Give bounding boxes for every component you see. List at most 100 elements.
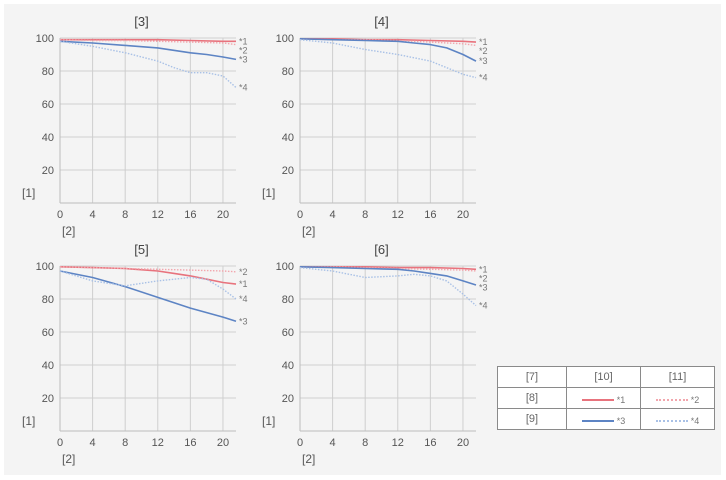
x-tick-label: 12: [152, 209, 164, 221]
y-tick-label: 60: [282, 327, 294, 339]
y-tick-label: 40: [42, 360, 54, 372]
y-tick-label: 80: [282, 66, 294, 78]
chart-title: [6]: [374, 242, 388, 257]
y-tick-label: 60: [42, 99, 54, 111]
series-end-label: *2: [239, 45, 248, 55]
y-tick-label: 40: [42, 132, 54, 144]
chart-title: [3]: [134, 14, 148, 29]
x-tick-label: 8: [362, 209, 368, 221]
x-tick-label: 0: [297, 437, 303, 449]
x-axis-label: [2]: [62, 452, 75, 466]
y-tick-label: 20: [42, 165, 54, 177]
legend-sample: *1: [581, 394, 626, 405]
y-tick-label: 40: [282, 360, 294, 372]
y-tick-label: 80: [42, 294, 54, 306]
series-line-s4: [59, 270, 237, 300]
chart-figure: [3] 20 40 60 80 100 0 4 8 12 16 20 [1] [2] *1 *2 *3 *4 [4]…: [4, 4, 721, 475]
series-end-label: *1: [239, 279, 248, 289]
legend-cell: *2: [640, 387, 715, 409]
x-tick-label: 12: [152, 437, 164, 449]
x-tick-label: 16: [424, 209, 436, 221]
series-line-s1: [60, 38, 236, 43]
y-axis-label: [1]: [22, 414, 35, 428]
series-end-label: *3: [479, 282, 488, 292]
series-line-s4: [299, 266, 477, 307]
series-line-s2: [59, 266, 237, 273]
series-line-s4: [299, 39, 477, 79]
series-end-label: *2: [239, 267, 248, 277]
legend-sample: *4: [655, 415, 700, 426]
y-tick-label: 100: [276, 33, 294, 45]
legend-cell: *4: [640, 408, 715, 430]
series-line-s2: [300, 266, 477, 272]
series-line-s3: [59, 270, 237, 323]
x-tick-label: 8: [122, 437, 128, 449]
legend-table: [7] [10] [11] [8] *1 *2 [9] *3: [497, 366, 715, 430]
y-tick-label: 100: [36, 261, 54, 273]
chart-title: [5]: [134, 242, 148, 257]
series-line-s3: [59, 40, 237, 61]
x-tick-label: 0: [297, 209, 303, 221]
x-tick-label: 12: [392, 209, 404, 221]
x-tick-label: 20: [457, 209, 469, 221]
x-tick-label: 12: [392, 437, 404, 449]
y-tick-label: 40: [282, 132, 294, 144]
x-axis-label: [2]: [62, 224, 75, 238]
y-tick-label: 100: [36, 33, 54, 45]
y-tick-label: 80: [282, 294, 294, 306]
x-tick-label: 4: [90, 209, 96, 221]
series-line-s3: [299, 266, 477, 286]
series-line-s1: [300, 37, 477, 43]
legend-label-s2: *2: [690, 394, 700, 405]
y-axis-label: [1]: [22, 186, 35, 200]
chart-panel-4: [6] 20 40 60 80 100 0 4 8 12 16 20 [1] [2] *1*2*3 *4: [262, 242, 488, 466]
series-line-s2: [299, 38, 477, 47]
legend-header-solid: [10]: [566, 366, 641, 388]
legend-row-2: [9] *3 *4: [497, 408, 715, 430]
legend-label-s1: *1: [616, 394, 626, 405]
legend-line-s2: [655, 398, 688, 401]
series-end-label: *4: [479, 73, 488, 83]
legend-line-s4: [655, 419, 688, 422]
series-end-label: *4: [239, 294, 248, 304]
series-end-label: *3: [479, 56, 488, 66]
x-tick-label: 4: [330, 437, 336, 449]
legend-sample: *3: [581, 415, 626, 426]
legend-row-label: [9]: [497, 408, 567, 430]
series-line-s2: [59, 39, 237, 46]
series-end-label: *1: [479, 264, 488, 274]
chart-title: [4]: [374, 14, 388, 29]
x-axis-label: [2]: [302, 452, 315, 466]
legend-header-dotted: [11]: [640, 366, 715, 388]
series-end-label: *2: [479, 46, 488, 56]
y-tick-label: 20: [282, 393, 294, 405]
x-tick-label: 16: [424, 437, 436, 449]
legend-label-s4: *4: [690, 415, 700, 426]
x-tick-label: 4: [90, 437, 96, 449]
y-tick-label: 20: [282, 165, 294, 177]
series-end-label: *3: [239, 316, 248, 326]
series-end-label: *4: [239, 83, 248, 93]
series-end-label: *1: [479, 37, 488, 47]
x-tick-label: 20: [217, 209, 229, 221]
y-axis-label: [1]: [262, 414, 275, 428]
x-tick-label: 20: [217, 437, 229, 449]
x-axis-label: [2]: [302, 224, 315, 238]
legend-header-row: [7] [10] [11]: [497, 366, 715, 388]
legend-header-corner: [7]: [497, 366, 567, 388]
y-tick-label: 80: [42, 66, 54, 78]
x-tick-label: 8: [122, 209, 128, 221]
legend-label-s3: *3: [616, 415, 626, 426]
chart-panel-3: [5] 20 40 60 80 100 0 4 8 12 16 20 [1] [2] *2 *1 *4 *3: [22, 242, 248, 466]
series-line-s3: [299, 38, 477, 62]
x-tick-label: 16: [184, 209, 196, 221]
legend-row-label: [8]: [497, 387, 567, 409]
chart-panel-1: [3] 20 40 60 80 100 0 4 8 12 16 20 [1] [2] *1*2*3 *4: [22, 14, 248, 238]
y-axis-label: [1]: [262, 186, 275, 200]
y-tick-label: 100: [276, 261, 294, 273]
chart-panel-2: [4] 20 40 60 80 100 0 4 8 12 16 20 [1] [2] *1*2*3 *4: [262, 14, 488, 238]
x-tick-label: 16: [184, 437, 196, 449]
x-tick-label: 8: [362, 437, 368, 449]
series-end-label: *1: [239, 36, 248, 46]
